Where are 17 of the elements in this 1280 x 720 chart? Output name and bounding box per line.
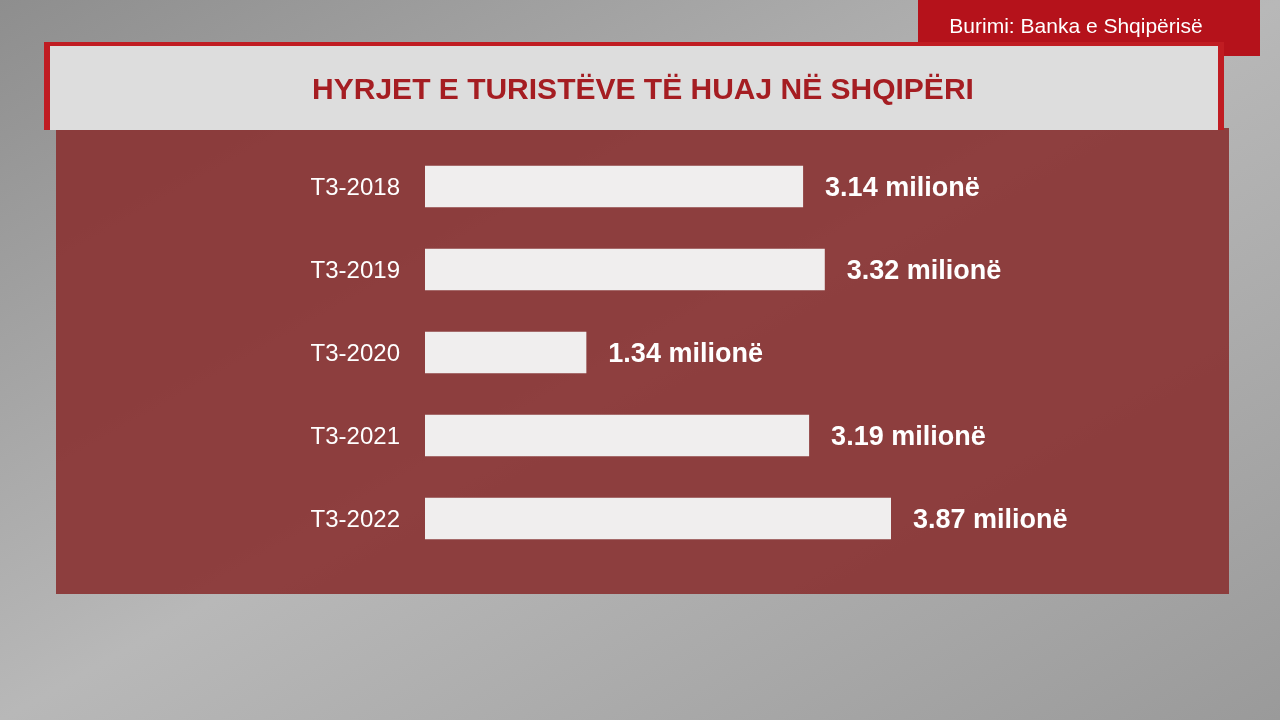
y-tick-label: T3-2020 xyxy=(310,338,400,366)
y-tick-label: T3-2018 xyxy=(310,172,400,200)
data-label: 3.32 milionë xyxy=(846,254,1002,285)
bar xyxy=(425,331,587,374)
y-tick-label: T3-2019 xyxy=(310,255,400,283)
data-label: 1.34 milionë xyxy=(608,337,763,368)
y-tick-label: T3-2021 xyxy=(310,421,400,449)
data-label: 3.14 milionë xyxy=(825,171,980,202)
y-tick-label: T3-2022 xyxy=(310,504,400,532)
bar xyxy=(425,248,825,291)
data-label: 3.19 milionë xyxy=(831,420,986,451)
bar xyxy=(425,165,804,208)
data-label: 3.87 milionë xyxy=(913,503,1068,534)
chart-title: HYRJET E TURISTËVE TË HUAJ NË SHQIPËRI xyxy=(312,71,974,105)
bar xyxy=(425,497,891,540)
bar xyxy=(425,414,810,457)
text: Burimi: Banka e Shqipërisë xyxy=(949,14,1203,38)
